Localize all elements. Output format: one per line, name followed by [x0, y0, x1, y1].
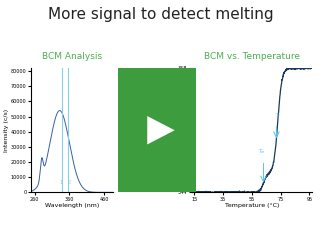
Y-axis label: Intensity (c/s): Intensity (c/s): [5, 109, 9, 152]
Text: 1: 1: [59, 180, 62, 185]
Text: More signal to detect melting: More signal to detect melting: [48, 7, 274, 22]
X-axis label: Temperature (°C): Temperature (°C): [225, 203, 279, 208]
X-axis label: Wavelength (nm): Wavelength (nm): [44, 203, 99, 208]
Text: BCM Analysis: BCM Analysis: [42, 52, 102, 61]
Text: $T_f$: $T_f$: [275, 111, 281, 120]
Text: 2: 2: [67, 180, 70, 185]
Text: BCM vs. Temperature: BCM vs. Temperature: [204, 52, 300, 61]
Text: $T_m$: $T_m$: [258, 147, 266, 156]
